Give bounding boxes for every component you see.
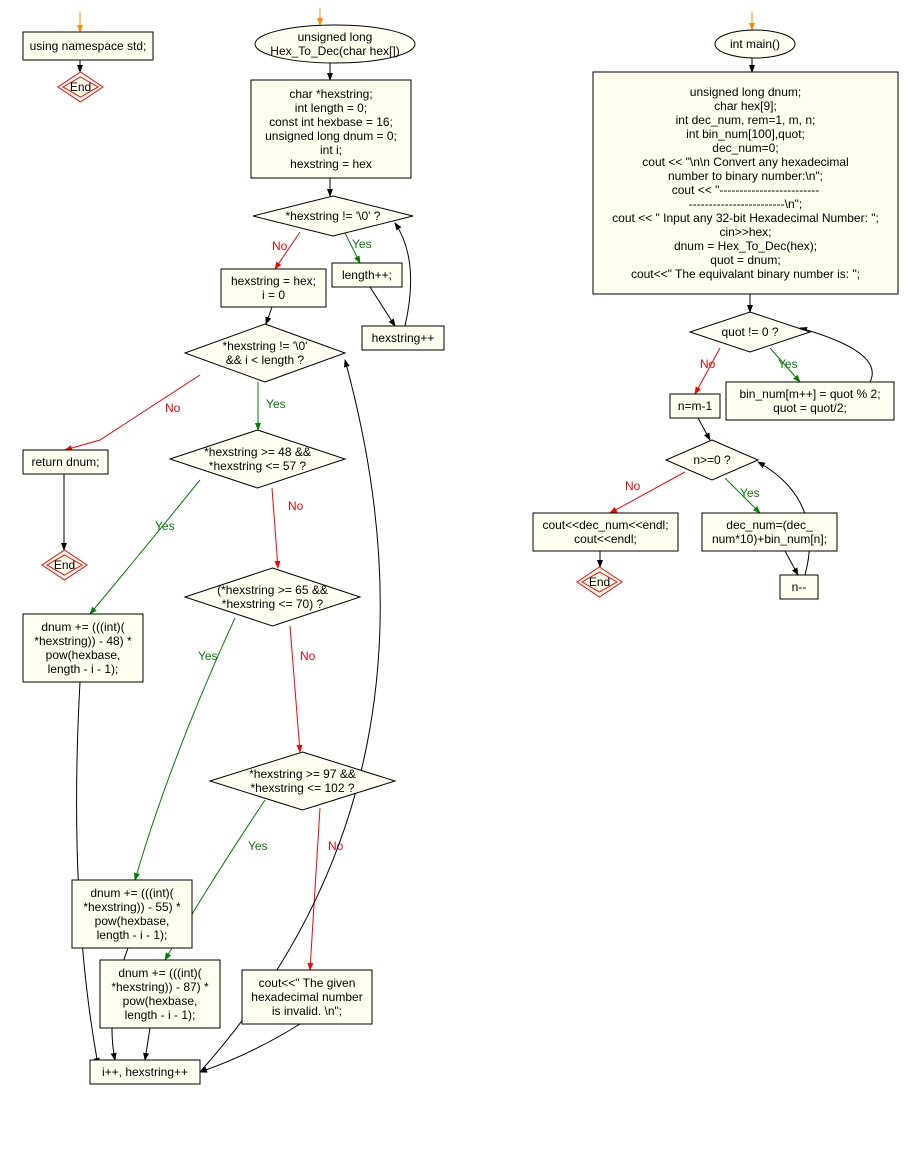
node-iinc: i++, hexstring++ xyxy=(90,1060,200,1084)
node-cond4: (*hexstring >= 65 &&*hexstring <= 70) ? xyxy=(185,568,360,626)
edge-label: No xyxy=(272,239,288,253)
node-invalid: cout<<" The givenhexadecimal numberis in… xyxy=(242,970,372,1024)
node-hex_inc1: hexstring++ xyxy=(362,326,444,350)
node-text-nm: n=m-1 xyxy=(678,399,713,413)
node-text-ndec: n-- xyxy=(792,580,807,594)
node-text-dnum48: dnum += (((int)(*hexstring)) - 48) *pow(… xyxy=(34,620,132,676)
node-end1: End xyxy=(58,72,103,102)
edge-label: No xyxy=(625,479,641,493)
edge-cond3-cond4 xyxy=(272,488,278,568)
node-nm: n=m-1 xyxy=(670,394,720,418)
edge-nm-n_cond xyxy=(698,418,710,440)
edge-label: Yes xyxy=(740,486,760,500)
edge-label: Yes xyxy=(198,649,218,663)
edge-label: Yes xyxy=(778,357,798,371)
edge-cond3-dnum48 xyxy=(90,480,200,614)
edge-label: Yes xyxy=(248,839,268,853)
node-text-cond2: *hexstring != '\0'&& i < length ? xyxy=(223,339,308,367)
node-quot_cond: quot != 0 ? xyxy=(690,312,810,352)
node-cout_dec: cout<<dec_num<<endl;cout<<endl; xyxy=(533,513,678,551)
node-text-hex_inc1: hexstring++ xyxy=(372,331,435,345)
node-text-end3: End xyxy=(589,575,610,589)
edge-label: No xyxy=(700,357,716,371)
node-dnum87: dnum += (((int)(*hexstring)) - 87) *pow(… xyxy=(100,960,220,1028)
node-ns: using namespace std; xyxy=(23,32,153,60)
node-text-dec_calc: dec_num=(dec_num*10)+bin_num[n]; xyxy=(712,518,827,546)
node-dec_calc: dec_num=(dec_num*10)+bin_num[n]; xyxy=(702,513,837,551)
node-text-dnum55: dnum += (((int)(*hexstring)) - 55) *pow(… xyxy=(83,886,181,942)
node-text-cond5: *hexstring >= 97 &&*hexstring <= 102 ? xyxy=(249,767,356,795)
node-reset: hexstring = hex;i = 0 xyxy=(221,269,326,307)
edge-invalid-iinc xyxy=(200,1024,300,1072)
edge-label: No xyxy=(165,401,181,415)
node-end3: End xyxy=(577,567,622,597)
node-ndec: n-- xyxy=(780,575,818,599)
node-text-n_cond: n>=0 ? xyxy=(693,453,731,467)
node-hex_decl: char *hexstring;int length = 0;const int… xyxy=(251,80,411,178)
node-n_cond: n>=0 ? xyxy=(666,440,758,480)
node-cond5: *hexstring >= 97 &&*hexstring <= 102 ? xyxy=(210,752,395,810)
edge-cond4-cond5 xyxy=(290,626,300,752)
edge-reset-cond2 xyxy=(266,307,272,324)
node-text-quot_cond: quot != 0 ? xyxy=(721,325,778,339)
node-text-return: return dnum; xyxy=(31,455,99,469)
edge-label: Yes xyxy=(266,397,286,411)
node-main: int main() xyxy=(715,30,795,58)
node-main_decl: unsigned long dnum;char hex[9];int dec_n… xyxy=(593,72,898,294)
node-hex_func: unsigned longHex_To_Dec(char hex[]) xyxy=(255,25,415,63)
node-end2: End xyxy=(42,550,87,580)
edge-dnum87-iinc xyxy=(145,1028,150,1060)
edge-label: Yes xyxy=(352,237,372,251)
node-text-cond1: *hexstring != '\0' ? xyxy=(286,209,381,223)
edge-label: No xyxy=(288,499,304,513)
node-dnum55: dnum += (((int)(*hexstring)) - 55) *pow(… xyxy=(72,880,192,948)
node-cond2: *hexstring != '\0'&& i < length ? xyxy=(185,324,345,382)
node-text-main: int main() xyxy=(730,37,780,51)
edge-bin_calc-quot_cond xyxy=(800,328,872,382)
edge-dec_calc-ndec xyxy=(785,551,798,575)
node-text-length_inc: length++; xyxy=(342,268,392,282)
node-bin_calc: bin_num[m++] = quot % 2;quot = quot/2; xyxy=(726,382,894,420)
node-dnum48: dnum += (((int)(*hexstring)) - 48) *pow(… xyxy=(23,614,143,682)
edge-label: Yes xyxy=(155,519,175,533)
node-length_inc: length++; xyxy=(332,263,402,287)
edge-quot_cond-nm xyxy=(695,348,720,394)
node-return: return dnum; xyxy=(23,450,108,474)
node-text-iinc: i++, hexstring++ xyxy=(102,1065,188,1079)
node-cond3: *hexstring >= 48 &&*hexstring <= 57 ? xyxy=(170,430,345,488)
node-text-cond4: (*hexstring >= 65 &&*hexstring <= 70) ? xyxy=(217,583,328,611)
node-text-ns: using namespace std; xyxy=(30,39,147,53)
edge-dnum48-iinc xyxy=(77,682,98,1065)
edge-cond4-dnum55 xyxy=(135,618,235,880)
node-text-cond3: *hexstring >= 48 &&*hexstring <= 57 ? xyxy=(204,445,311,473)
node-text-end2: End xyxy=(54,558,75,572)
node-cond1: *hexstring != '\0' ? xyxy=(253,196,413,236)
node-text-dnum87: dnum += (((int)(*hexstring)) - 87) *pow(… xyxy=(111,966,209,1022)
edge-n_cond-cout_dec xyxy=(610,472,685,513)
edge-label: No xyxy=(300,649,316,663)
edge-length_inc-hex_inc1 xyxy=(370,287,395,326)
flowchart-canvas: Yes No No Yes Yes No Yes No Yes No Yes No No Yes usin… xyxy=(0,0,923,1161)
edge-cond5-invalid xyxy=(310,808,320,970)
edge-label: No xyxy=(328,839,344,853)
node-text-end1: End xyxy=(70,80,91,94)
